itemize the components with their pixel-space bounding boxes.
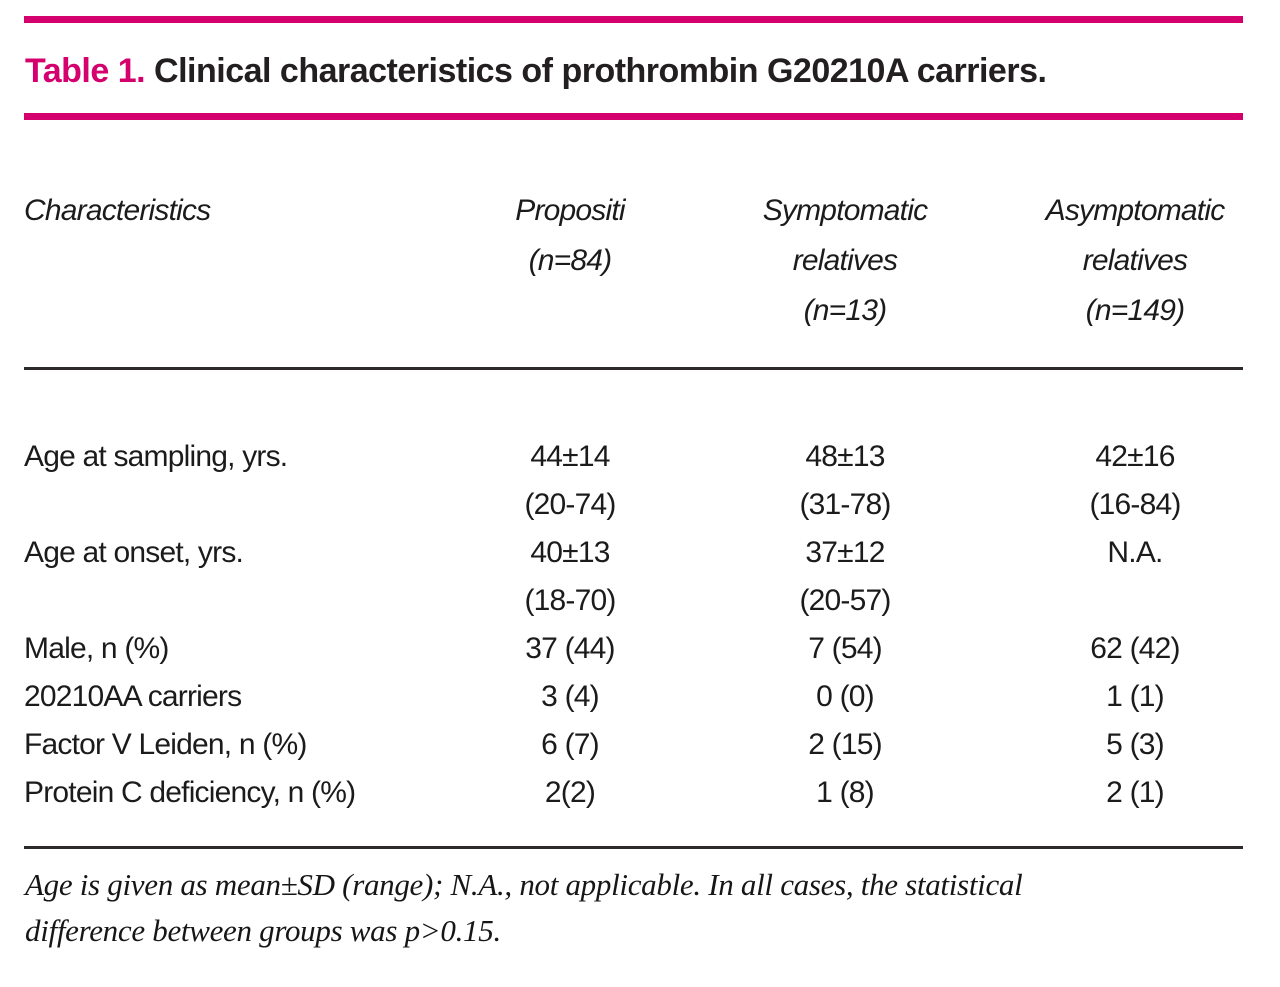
cell-value: 5 (3) xyxy=(1106,728,1164,761)
cell-value: N.A. xyxy=(1107,536,1163,569)
table-footnote: Age is given as mean±SD (range); N.A., n… xyxy=(25,867,1023,948)
cell-value: 3 (4) xyxy=(541,680,599,713)
cell-value: 7 (54) xyxy=(808,632,882,665)
row-label: Protein C deficiency, n (%) xyxy=(24,776,356,809)
cell-value: 2 (15) xyxy=(808,728,882,761)
cell-value: 1 (8) xyxy=(816,776,874,809)
cell-value: 40±13 (18-70) xyxy=(524,536,616,617)
table-row: Factor V Leiden, n (%) 6 (7) 2 (15) 5 (3… xyxy=(0,721,1280,769)
table-header-row: Characteristics Propositi (n=84) Symptom… xyxy=(0,186,1280,336)
table-row: Age at sampling, yrs. 44±14 (20-74) 48±1… xyxy=(0,433,1280,529)
header-asymptomatic-relatives: Asymptomatic relatives (n=149) xyxy=(1045,194,1226,327)
header-propositi: Propositi (n=84) xyxy=(515,194,625,277)
cell-value: 0 (0) xyxy=(816,680,874,713)
cell-value: 48±13 (31-78) xyxy=(799,440,891,521)
cell-value: 62 (42) xyxy=(1090,632,1180,665)
cell-value: 2 (1) xyxy=(1106,776,1164,809)
table-row: Male, n (%) 37 (44) 7 (54) 62 (42) xyxy=(0,625,1280,673)
cell-value: 44±14 (20-74) xyxy=(524,440,616,521)
cell-value: 1 (1) xyxy=(1106,680,1164,713)
title-underline-accent-bar xyxy=(24,113,1243,120)
table-row: 20210AA carriers 3 (4) 0 (0) 1 (1) xyxy=(0,673,1280,721)
table-title-text: Clinical characteristics of prothrombin … xyxy=(154,52,1047,90)
table-row: Age at onset, yrs. 40±13 (18-70) 37±12 (… xyxy=(0,529,1280,625)
cell-value: 2(2) xyxy=(544,776,596,809)
table-top-rule xyxy=(24,367,1243,370)
table-title: Table 1. Clinical characteristics of pro… xyxy=(25,47,1280,95)
cell-value: 37 (44) xyxy=(525,632,615,665)
cell-value: 6 (7) xyxy=(541,728,599,761)
table-bottom-rule xyxy=(24,846,1243,849)
row-label: Factor V Leiden, n (%) xyxy=(24,728,307,761)
header-symptomatic-relatives: Symptomatic relatives (n=13) xyxy=(762,194,928,327)
row-label: Male, n (%) xyxy=(24,632,169,665)
cell-value: 42±16 (16-84) xyxy=(1089,440,1181,521)
top-accent-bar xyxy=(24,16,1243,23)
table-number-label: Table 1. xyxy=(25,52,146,90)
table-body: Age at sampling, yrs. 44±14 (20-74) 48±1… xyxy=(0,370,1280,817)
table-row: Protein C deficiency, n (%) 2(2) 1 (8) 2… xyxy=(0,769,1280,817)
row-label: Age at onset, yrs. xyxy=(24,536,244,569)
row-label: 20210AA carriers xyxy=(24,680,242,713)
cell-value: 37±12 (20-57) xyxy=(799,536,891,617)
header-characteristics: Characteristics xyxy=(24,194,211,227)
row-label: Age at sampling, yrs. xyxy=(24,440,288,473)
